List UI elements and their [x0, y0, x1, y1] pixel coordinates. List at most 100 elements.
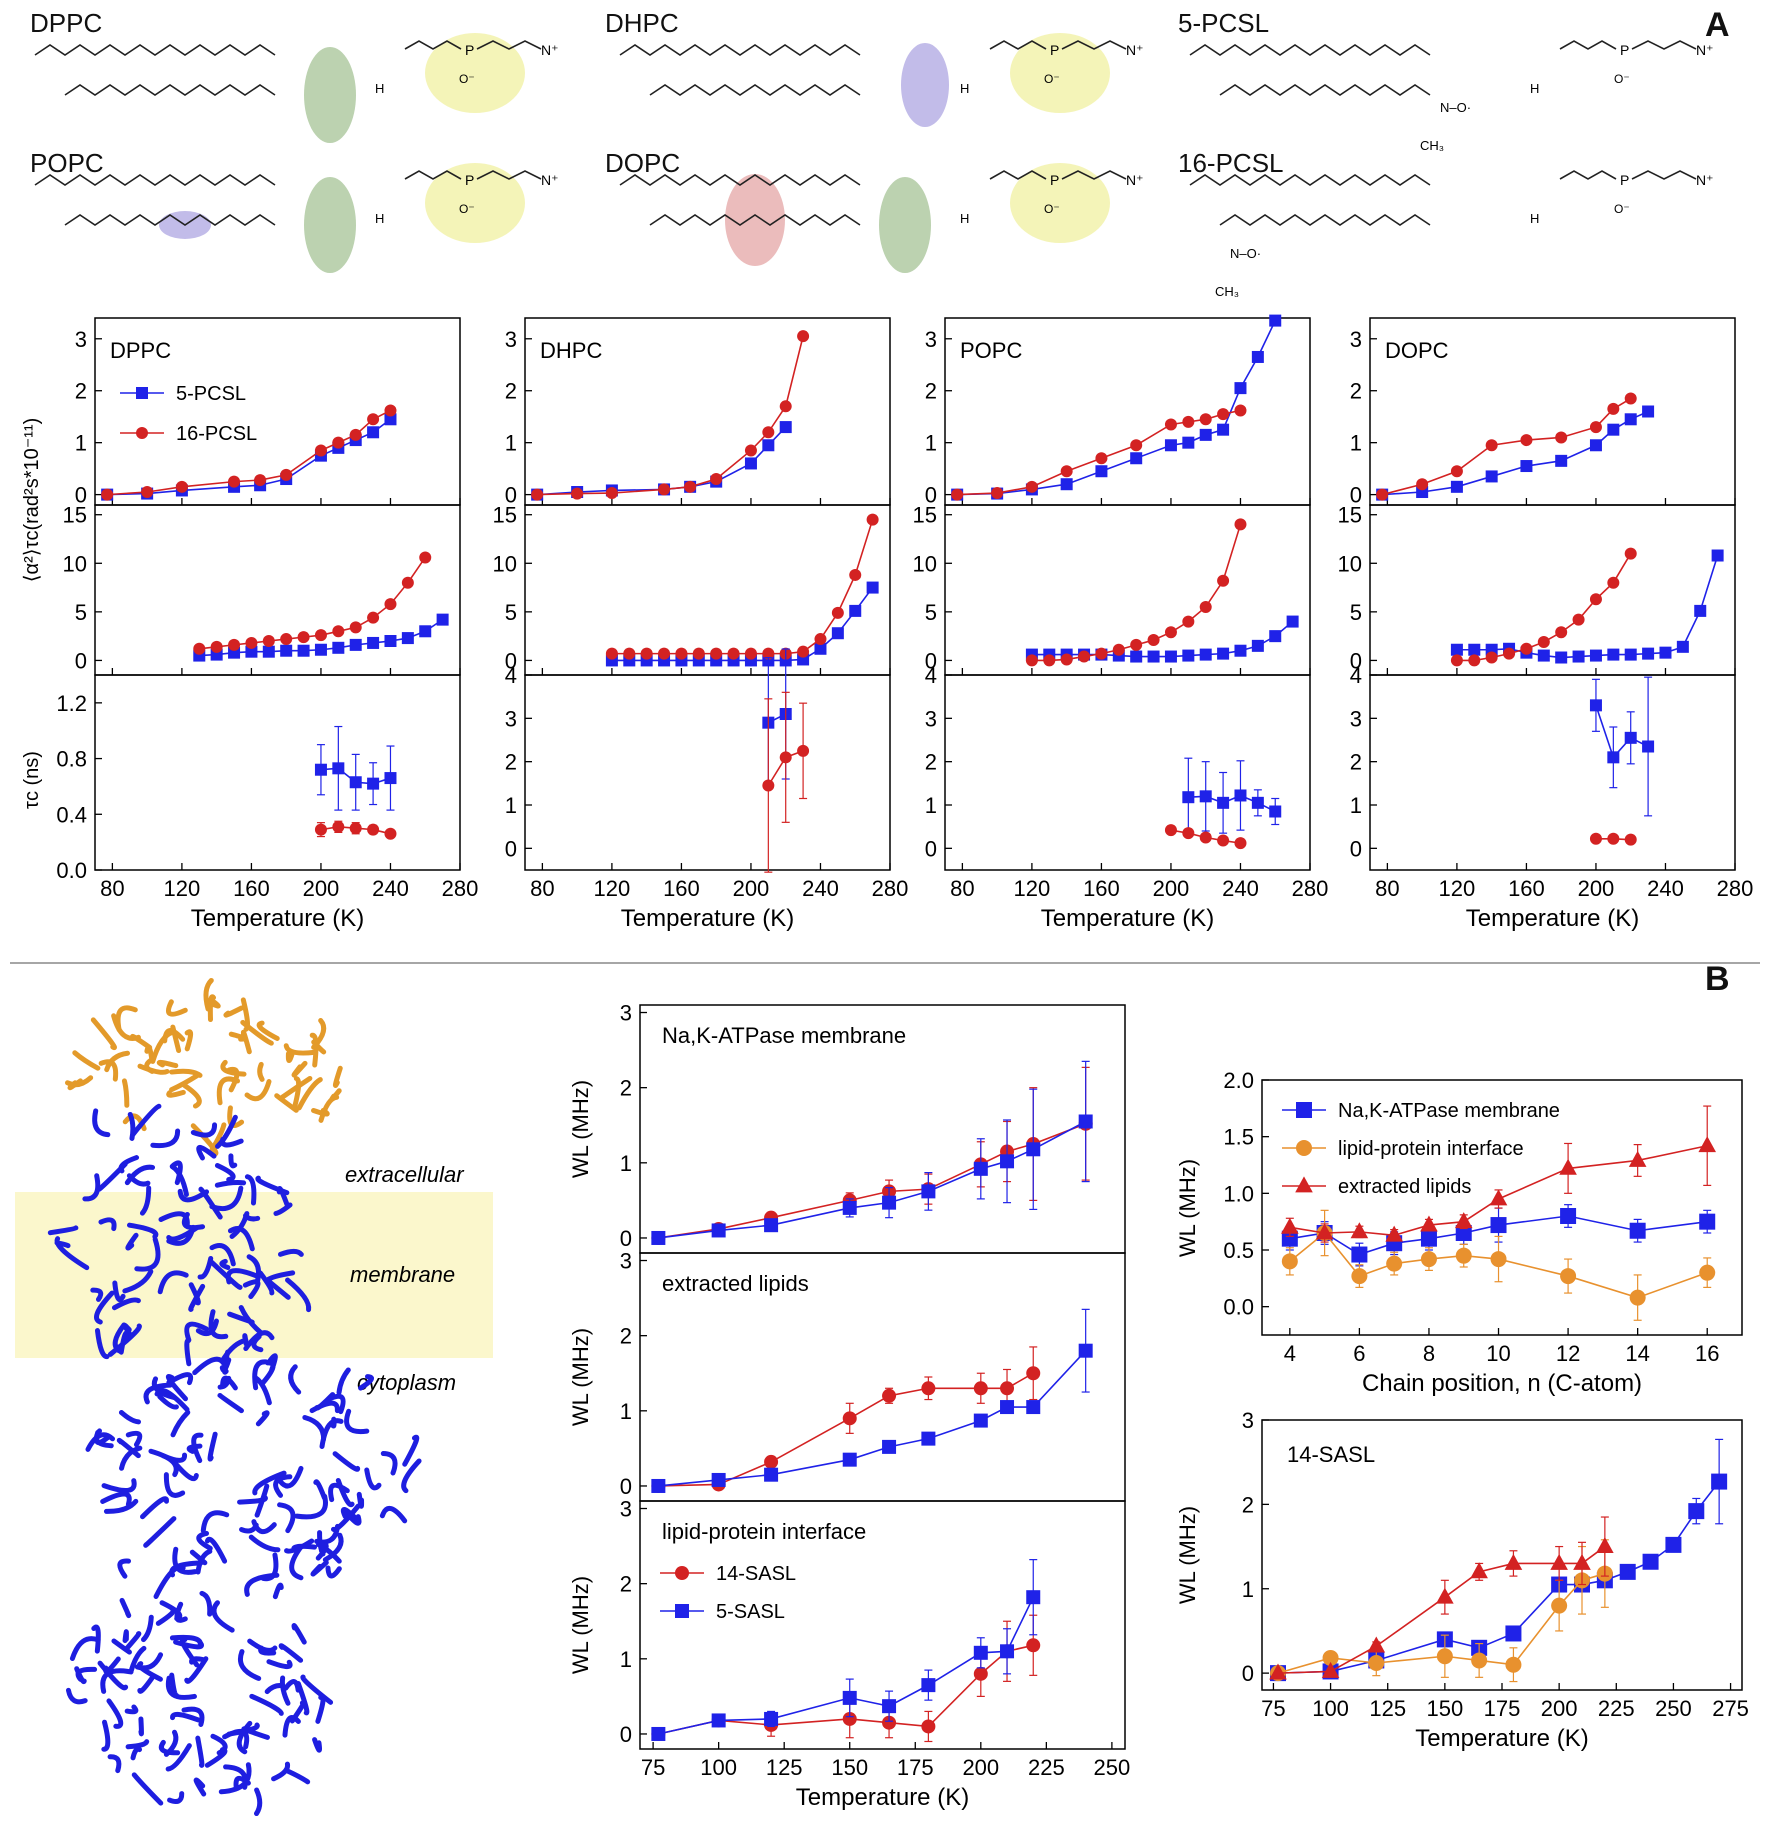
data-point [280, 633, 293, 646]
y-tick-label: 1.2 [56, 691, 87, 716]
y-tick-label: 0 [620, 1226, 632, 1251]
y-tick-label: 1 [505, 793, 517, 818]
data-point [1095, 647, 1108, 660]
data-point [436, 613, 449, 626]
atom-label: O⁻ [459, 202, 475, 216]
ribbon-segment [119, 1597, 132, 1618]
ribbon-segment [143, 1516, 177, 1548]
ribbon-segment [163, 1729, 179, 1757]
ribbon-segment [332, 1451, 361, 1472]
y-tick-label: 3 [505, 327, 517, 352]
plot-frame [1369, 674, 1736, 871]
data-point [1322, 1649, 1339, 1666]
ribbon-segment [271, 1761, 291, 1782]
y-tick-label: 3 [1242, 1408, 1254, 1433]
data-point [623, 647, 636, 660]
ribbon-segment [118, 1410, 142, 1425]
data-point [1555, 651, 1568, 664]
ribbon-segment [193, 1777, 207, 1797]
data-point [1455, 1247, 1472, 1264]
data-point [1000, 1644, 1015, 1659]
legend-label: 5-PCSL [176, 383, 246, 405]
data-point [1659, 646, 1672, 659]
x-tick-label: 175 [1484, 1696, 1521, 1721]
ribbon-segment [402, 1434, 420, 1467]
ribbon-segment [244, 1079, 272, 1102]
ribbon-segment [228, 1153, 238, 1169]
headgroup: P O⁻ N⁺ [1559, 40, 1714, 86]
data-point [1688, 1503, 1705, 1520]
data-point [1698, 1136, 1717, 1153]
y-tick-label: 10 [493, 551, 517, 576]
y-tick-label: 1 [1350, 793, 1362, 818]
ribbon-segment [380, 1451, 398, 1476]
data-point [882, 1699, 897, 1714]
y-tick-label: 4 [1350, 663, 1362, 688]
x-tick-label: 240 [802, 876, 839, 901]
data-point [1217, 647, 1230, 660]
x-tick-label: 275 [1712, 1696, 1749, 1721]
ribbon-segment [328, 1482, 350, 1503]
ribbon-segment [162, 1028, 186, 1044]
ribbon-segment [134, 1236, 161, 1272]
data-point [1026, 1400, 1041, 1415]
ribbon-segment [221, 1337, 249, 1361]
data-point [384, 413, 397, 426]
ribbon-segment [214, 1163, 236, 1183]
y-tick-label: 3 [75, 327, 87, 352]
x-axis-label: Temperature (K) [621, 905, 794, 932]
y-tick-label: 0 [925, 483, 937, 508]
data-point [1130, 439, 1143, 452]
functional-group-highlight [304, 47, 356, 143]
data-point [1130, 638, 1143, 651]
y-tick-label: 0 [1350, 483, 1362, 508]
ribbon-segment [204, 1747, 228, 1768]
data-point [1164, 650, 1177, 663]
ribbon-segment [208, 1309, 229, 1340]
data-point [254, 474, 267, 487]
functional-group-highlight [879, 177, 931, 273]
ribbon-segment [264, 1683, 285, 1695]
data-point [1560, 1208, 1577, 1224]
y-tick-label: 5 [505, 600, 517, 625]
spin-label-atom: CH₃ [1420, 138, 1444, 153]
x-tick-label: 200 [733, 876, 770, 901]
ribbon-segment [241, 1726, 270, 1740]
x-tick-label: 75 [641, 1755, 665, 1780]
plot-frame [94, 504, 461, 676]
chart-A-DPPC-mid: 0 5 10 15 [63, 503, 461, 676]
data-point [1572, 613, 1585, 626]
chart-title: POPC [960, 338, 1022, 363]
ribbon-segment [330, 1503, 361, 1533]
data-point [349, 428, 362, 441]
chain-bond [1061, 40, 1127, 50]
membrane-label: membrane [350, 1262, 455, 1287]
ribbon-segment [256, 1020, 280, 1041]
ribbon-segment [209, 1243, 236, 1267]
chart-A-DOPC-bot: 0 1 2 3 4 80 120 160 200 240 280 Temperature (K) [1350, 663, 1754, 932]
x-tick-label: 80 [950, 876, 974, 901]
data-point [1450, 480, 1463, 493]
ribbon-segment [94, 1328, 110, 1360]
ribbon-segment [220, 1059, 247, 1077]
data-point [1368, 1655, 1385, 1671]
data-point [658, 647, 671, 660]
data-point [831, 606, 844, 619]
data-point [1182, 827, 1195, 840]
ribbon-segment [167, 1791, 185, 1804]
ribbon-segment [238, 1305, 263, 1335]
data-point [401, 576, 414, 589]
ribbon-segment [312, 1737, 323, 1753]
ribbon-segment [309, 1400, 340, 1414]
data-point [675, 647, 688, 660]
functional-group-highlight [425, 163, 525, 243]
plot-frame [94, 674, 461, 871]
data-point [1130, 452, 1143, 465]
y-axis-label: ⟨α²⟩τc(rad²s*10⁻¹¹) [21, 418, 43, 583]
data-point [921, 1381, 936, 1396]
ribbon-segment [106, 1698, 124, 1729]
x-axis-label: Chain position, n (C-atom) [1362, 1370, 1642, 1397]
ribbon-segment [107, 1754, 122, 1774]
data-point [1147, 634, 1160, 647]
y-tick-label: 0.5 [1223, 1238, 1254, 1263]
